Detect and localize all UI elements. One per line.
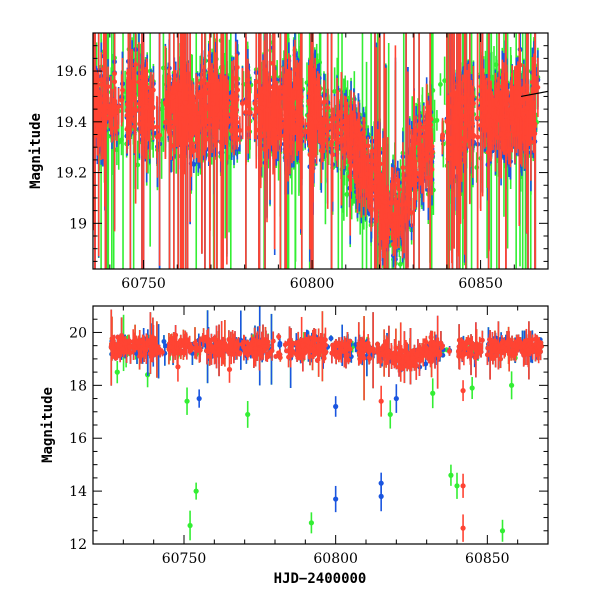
data-point [332, 89, 338, 94]
data-point [442, 78, 448, 84]
data-point [119, 137, 124, 143]
data-point [135, 162, 141, 168]
top-data-points [93, 33, 548, 269]
data-point [397, 261, 403, 267]
data-point [395, 167, 401, 173]
data-point [438, 82, 443, 87]
data-point [430, 88, 436, 93]
data-point [114, 147, 120, 153]
data-point [344, 191, 350, 197]
series-2 [93, 33, 541, 269]
